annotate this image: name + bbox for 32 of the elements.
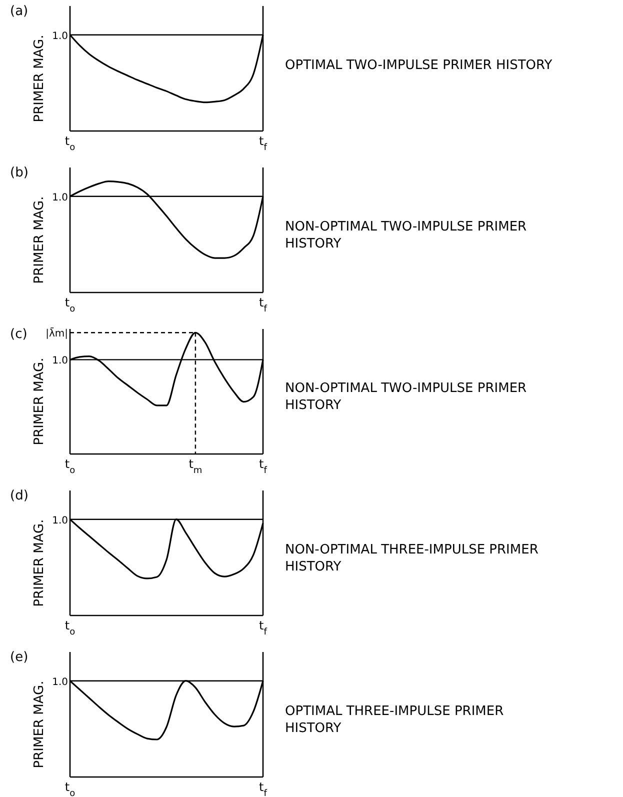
x-tick-label: t$_{o}$ [64,780,76,797]
x-tick-label: t$_{o}$ [64,134,76,153]
y-axis-title: PRIMER MAG. [32,680,47,768]
text: OPTIMAL THREE-IMPULSE PRIMER HISTORY [285,704,504,736]
y-axis-title: PRIMER MAG. [32,358,47,446]
text: 1.0 [52,676,68,688]
y-axis-title: PRIMER MAG. [32,519,47,607]
x-tick-label: t$_{f}$ [259,296,268,314]
chart-title: (e) [10,650,28,665]
x-tick-label: t$_{o}$ [64,296,76,314]
text: NON-OPTIMAL TWO-IMPULSE PRIMER HISTORY [285,220,527,252]
chart-title: (b) [10,166,28,180]
x-tick-label: t$_{f}$ [259,780,268,797]
text: 1.0 [52,192,68,204]
chart-title: (c) [10,327,28,342]
x-tick-label: t$_{m}$ [188,457,202,476]
text: NON-OPTIMAL TWO-IMPULSE PRIMER HISTORY [285,381,527,413]
chart-title: (d) [10,488,28,504]
x-tick-label: t$_{o}$ [64,457,76,476]
chart-title: (a) [10,4,28,19]
text: OPTIMAL TWO-IMPULSE PRIMER HISTORY [285,58,552,73]
text: 1.0 [52,515,68,526]
x-tick-label: t$_{f}$ [259,457,268,476]
y-axis-title: PRIMER MAG. [32,34,47,122]
text: |λ̄m| [46,326,68,340]
y-axis-title: PRIMER MAG. [32,196,47,284]
x-tick-label: t$_{f}$ [259,134,268,153]
x-tick-label: t$_{f}$ [259,618,268,638]
text: 1.0 [52,30,68,42]
x-tick-label: t$_{o}$ [64,618,76,638]
text: NON-OPTIMAL THREE-IMPULSE PRIMER HISTORY [285,542,538,574]
text: 1.0 [52,356,68,367]
